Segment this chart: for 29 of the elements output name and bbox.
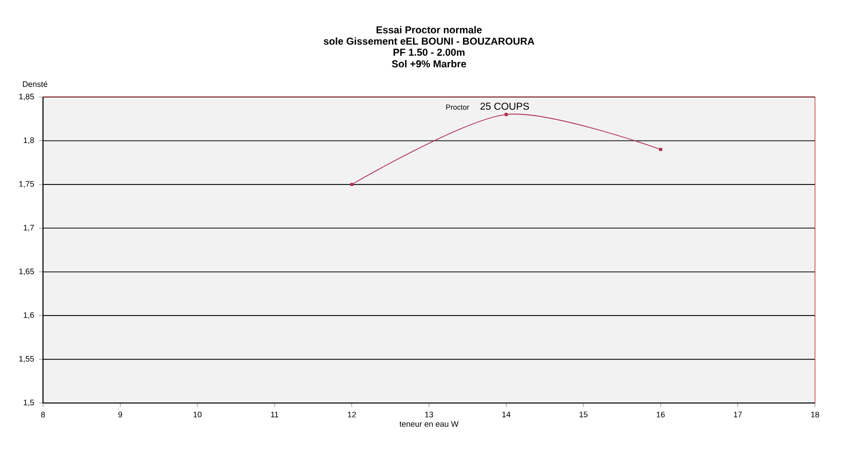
x-tick-label: 8 (41, 412, 45, 418)
x-tick-label: 14 (502, 412, 510, 418)
x-tick-label: 15 (580, 412, 588, 418)
text: PF 1.50 - 2.00m (394, 48, 464, 56)
y-tick-label: 1,55 (19, 356, 34, 363)
y-axis-title: Densté (22, 80, 48, 87)
x-tick-label: 12 (348, 412, 356, 418)
x-tick-label: 17 (734, 412, 742, 418)
x-tick-label: 9 (118, 412, 122, 418)
x-tick-label: 16 (656, 412, 665, 418)
x-tick-label: 18 (811, 412, 820, 418)
y-tick-label: 1,75 (19, 181, 34, 188)
chart-subtitle: sole Gissement eEL BOUNI - BOUZAROURA (324, 37, 534, 45)
x-axis-title: teneur en eau W (400, 421, 459, 427)
series-label: 25 COUPS (480, 102, 529, 110)
x-tick-label: 11 (271, 412, 278, 418)
point (350, 182, 354, 186)
point (659, 148, 662, 152)
y-tick-label: 1,65 (19, 268, 34, 276)
y-tick-label: 1,85 (19, 94, 34, 100)
x-tick-label: 13 (425, 412, 434, 418)
y-tick-label: 1,5 (24, 400, 34, 406)
text: Sol +9% Marbre (392, 60, 466, 68)
y-tick-label: 1,8 (24, 137, 34, 144)
y-tick-label: 1,6 (24, 312, 34, 319)
y-tick-label: 1,7 (24, 224, 34, 232)
x-tick-label: 10 (194, 412, 202, 418)
chart-title: Essai Proctor normale (376, 26, 482, 34)
point (504, 112, 508, 116)
